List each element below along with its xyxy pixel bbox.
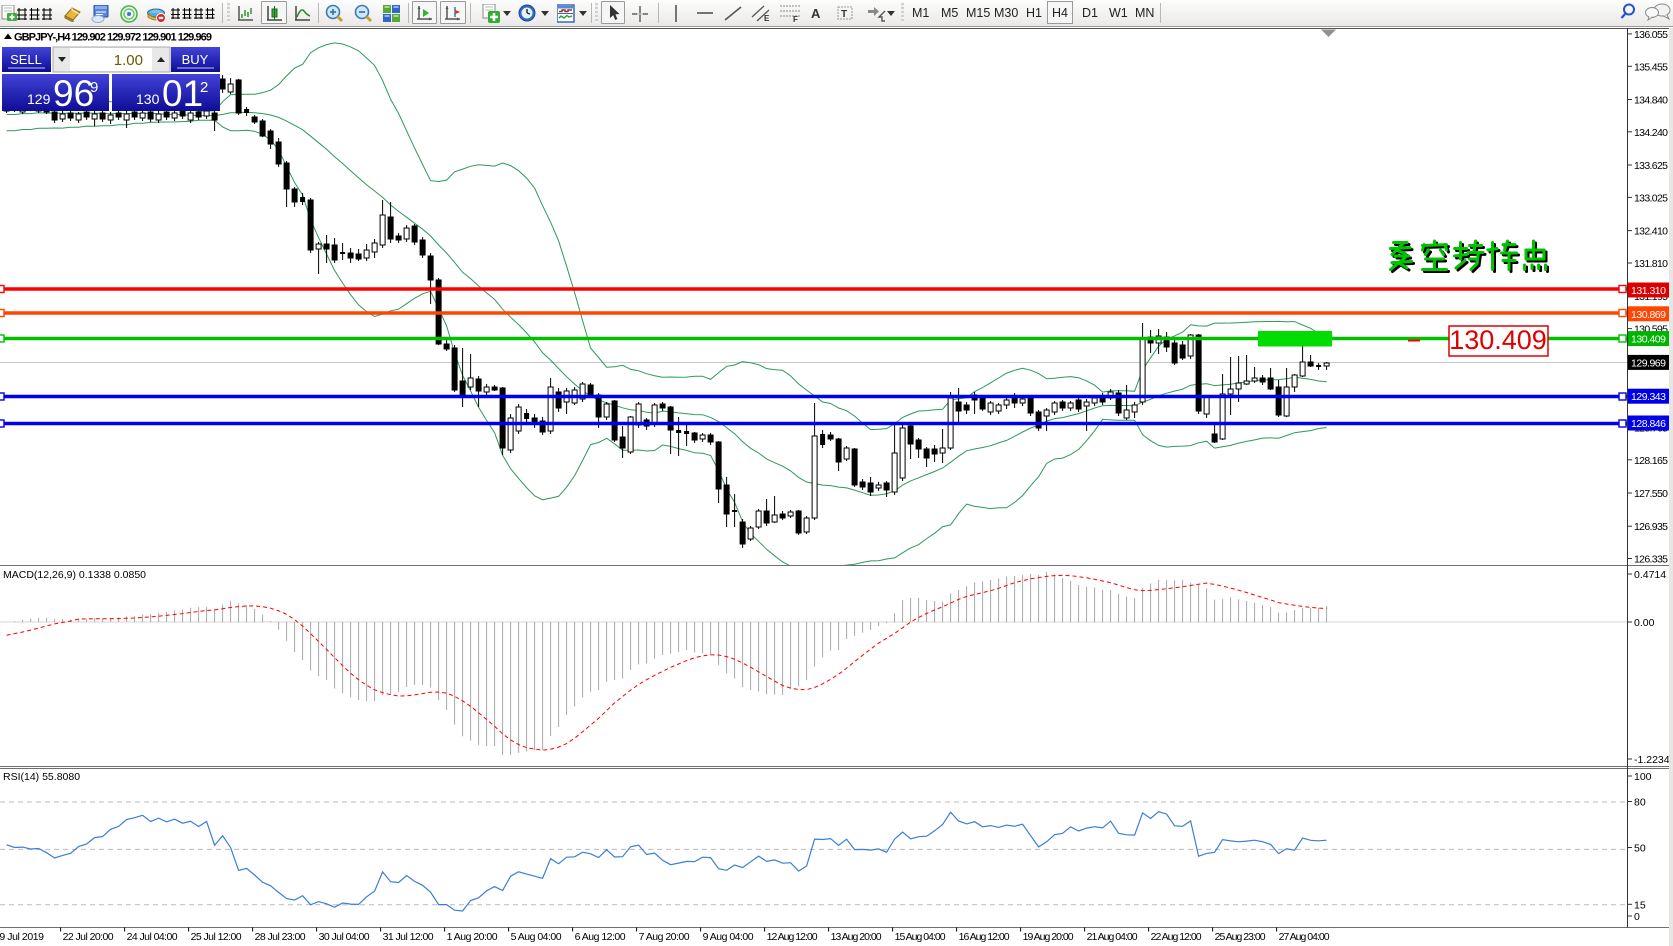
svg-text:SELL: SELL [10, 52, 42, 67]
svg-text:1 Aug 20:00: 1 Aug 20:00 [447, 931, 498, 943]
svg-text:136.055: 136.055 [1634, 29, 1668, 41]
svg-text:BUY: BUY [182, 52, 209, 67]
svg-text:5 Aug 04:00: 5 Aug 04:00 [511, 931, 562, 943]
svg-text:7 Aug 20:00: 7 Aug 20:00 [639, 931, 690, 943]
svg-text:128.846: 128.846 [1631, 418, 1666, 430]
svg-text:22 Aug 12:00: 22 Aug 12:00 [1151, 931, 1202, 943]
svg-text:9: 9 [90, 79, 98, 96]
svg-text:19 Jul 2019: 19 Jul 2019 [0, 931, 44, 943]
svg-text:1.00: 1.00 [114, 52, 143, 69]
svg-text:27 Aug 04:00: 27 Aug 04:00 [1279, 931, 1330, 943]
svg-text:15 Aug 04:00: 15 Aug 04:00 [895, 931, 946, 943]
svg-text:128.165: 128.165 [1634, 455, 1668, 467]
svg-text:96: 96 [53, 73, 94, 114]
svg-text:135.455: 135.455 [1634, 61, 1668, 73]
svg-text:134.840: 134.840 [1634, 95, 1668, 107]
svg-text:12 Aug 12:00: 12 Aug 12:00 [767, 931, 818, 943]
svg-text:130.409: 130.409 [1449, 325, 1547, 355]
svg-text:22 Jul 20:00: 22 Jul 20:00 [63, 931, 114, 943]
svg-text:133.625: 133.625 [1634, 160, 1668, 172]
svg-text:129.969: 129.969 [1631, 357, 1666, 369]
svg-text:129: 129 [27, 91, 51, 107]
svg-text:30 Jul 04:00: 30 Jul 04:00 [319, 931, 370, 943]
svg-text:T: T [841, 9, 847, 20]
svg-text:31 Jul 12:00: 31 Jul 12:00 [383, 931, 434, 943]
svg-text:01: 01 [162, 73, 203, 114]
svg-text:21 Aug 04:00: 21 Aug 04:00 [1087, 931, 1138, 943]
svg-text:25 Jul 12:00: 25 Jul 12:00 [191, 931, 242, 943]
svg-text:100: 100 [1634, 771, 1652, 783]
svg-text:F: F [793, 15, 798, 23]
svg-text:129.343: 129.343 [1631, 391, 1666, 403]
svg-text:130.409: 130.409 [1631, 334, 1666, 346]
svg-text:E: E [764, 14, 770, 23]
svg-text:24 Jul 04:00: 24 Jul 04:00 [127, 931, 178, 943]
svg-text:132.410: 132.410 [1634, 226, 1668, 238]
svg-text:0.00: 0.00 [1634, 617, 1655, 629]
svg-text:13 Aug 20:00: 13 Aug 20:00 [831, 931, 882, 943]
svg-text:9 Aug 04:00: 9 Aug 04:00 [703, 931, 754, 943]
svg-text:80: 80 [1634, 797, 1646, 809]
svg-text:25 Aug 23:00: 25 Aug 23:00 [1215, 931, 1266, 943]
svg-text:134.240: 134.240 [1634, 127, 1668, 139]
svg-text:16 Aug 12:00: 16 Aug 12:00 [959, 931, 1010, 943]
svg-text:0: 0 [1634, 911, 1640, 923]
svg-text:2: 2 [200, 79, 208, 96]
svg-text:131.810: 131.810 [1634, 258, 1668, 270]
svg-text:0.4714: 0.4714 [1634, 569, 1666, 581]
svg-text:133.025: 133.025 [1634, 192, 1668, 204]
svg-text:GBPJPY-,H4 129.902 129.972 12: GBPJPY-,H4 129.902 129.972 129.901 129.9… [14, 32, 212, 44]
svg-text:15: 15 [1634, 899, 1646, 911]
svg-text:126.935: 126.935 [1634, 521, 1668, 533]
svg-text:130.869: 130.869 [1631, 309, 1666, 321]
svg-text:127.550: 127.550 [1634, 488, 1668, 500]
svg-text:19 Aug 20:00: 19 Aug 20:00 [1023, 931, 1074, 943]
svg-text:130: 130 [136, 91, 160, 107]
svg-text:6 Aug 12:00: 6 Aug 12:00 [575, 931, 626, 943]
svg-text:50: 50 [1634, 843, 1646, 855]
svg-text:-1.2234: -1.2234 [1634, 754, 1670, 766]
svg-text:126.335: 126.335 [1634, 554, 1668, 566]
svg-text:28 Jul 23:00: 28 Jul 23:00 [255, 931, 306, 943]
svg-text:MACD(12,26,9) 0.1338 0.0850: MACD(12,26,9) 0.1338 0.0850 [3, 569, 146, 581]
svg-text:RSI(14) 55.8080: RSI(14) 55.8080 [3, 771, 80, 783]
svg-text:131.310: 131.310 [1631, 285, 1666, 297]
